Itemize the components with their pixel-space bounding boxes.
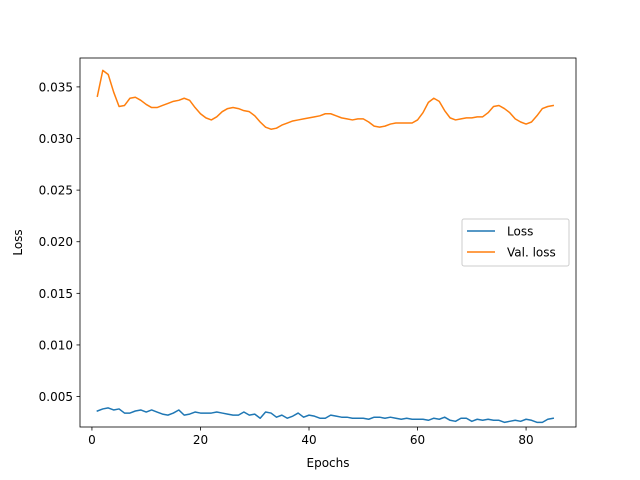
x-tick-label: 20 [193, 433, 208, 447]
legend-label-loss: Loss [507, 225, 533, 239]
x-tick-label: 0 [88, 433, 96, 447]
y-axis-ticks: 0.005 0.010 0.015 0.020 0.025 0.030 0.035 [39, 80, 80, 404]
x-tick-label: 40 [301, 433, 316, 447]
y-tick-label: 0.035 [39, 80, 73, 94]
x-tick-label: 80 [518, 433, 533, 447]
series-line-val-loss [96, 69, 555, 130]
y-axis-label: Loss [11, 229, 25, 255]
y-tick-label: 0.010 [39, 338, 73, 352]
y-tick-label: 0.015 [39, 287, 73, 301]
y-tick-label: 0.030 [39, 132, 73, 146]
series-line-loss [96, 407, 555, 424]
x-axis-ticks: 0 20 40 60 80 [88, 427, 534, 447]
axes-frame [79, 57, 577, 428]
x-tick-label: 60 [410, 433, 425, 447]
x-axis-label: Epochs [307, 456, 350, 470]
legend: Loss Val. loss [461, 218, 570, 267]
legend-label-val-loss: Val. loss [507, 246, 556, 260]
y-tick-label: 0.020 [39, 235, 73, 249]
y-tick-label: 0.005 [39, 390, 73, 404]
y-tick-label: 0.025 [39, 184, 73, 198]
